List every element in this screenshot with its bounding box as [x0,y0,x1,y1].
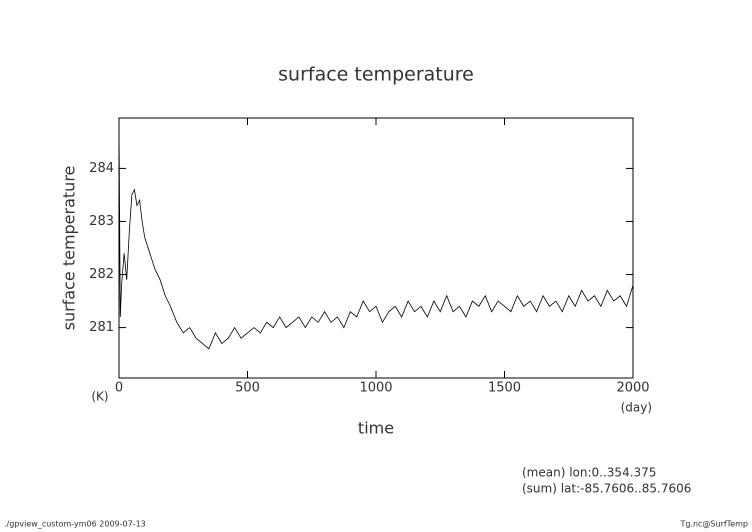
x-tick-label: 2000 [616,381,649,396]
x-tick-label: 1000 [359,381,392,396]
x-tick-label: 0 [115,381,123,396]
y-tick-label: 281 [89,320,114,335]
x-axis-label: time [358,419,394,438]
chart-title: surface temperature [278,64,474,86]
annotation: (sum) lat:-85.7606..85.7606 [522,482,691,496]
y-axis-label: surface temperature [60,166,79,331]
x-axis-unit: (day) [621,401,652,415]
plot-frame [118,117,634,379]
y-tick-label: 283 [89,214,114,229]
footer: Tg.nc@SurfTemp [679,520,748,529]
footer: ./gpview_custom-ym06 2009-07-13 [4,520,146,529]
y-tick-label: 284 [89,161,114,176]
x-tick-label: 1500 [488,381,521,396]
y-axis-unit: (K) [91,390,108,404]
annotation: (mean) lon:0..354.375 [522,466,656,480]
data-line [118,125,634,350]
y-tick-label: 282 [89,267,114,282]
x-tick-label: 500 [235,381,260,396]
